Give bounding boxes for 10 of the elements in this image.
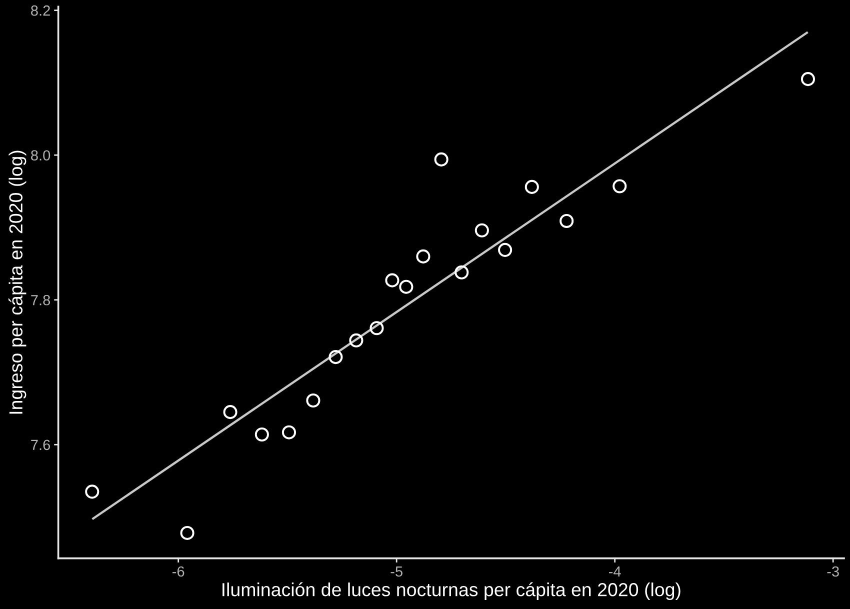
y-tick-label: 7.6 [31, 440, 50, 450]
x-axis-title: Iluminación de luces nocturnas per cápita en 2020 (log) [222, 582, 680, 600]
y-tick-label: 7.8 [31, 294, 50, 306]
y-tick-label: 8.2 [31, 5, 50, 16]
x-tick-label: -6 [172, 566, 184, 577]
y-tick-label: 8.0 [31, 150, 50, 161]
x-tick-label: -5 [390, 566, 402, 577]
y-axis-title: Ingreso per cápita en 2020 (log) [8, 150, 26, 414]
x-tick-label: -3 [827, 566, 839, 577]
x-tick-label: -4 [609, 566, 621, 577]
